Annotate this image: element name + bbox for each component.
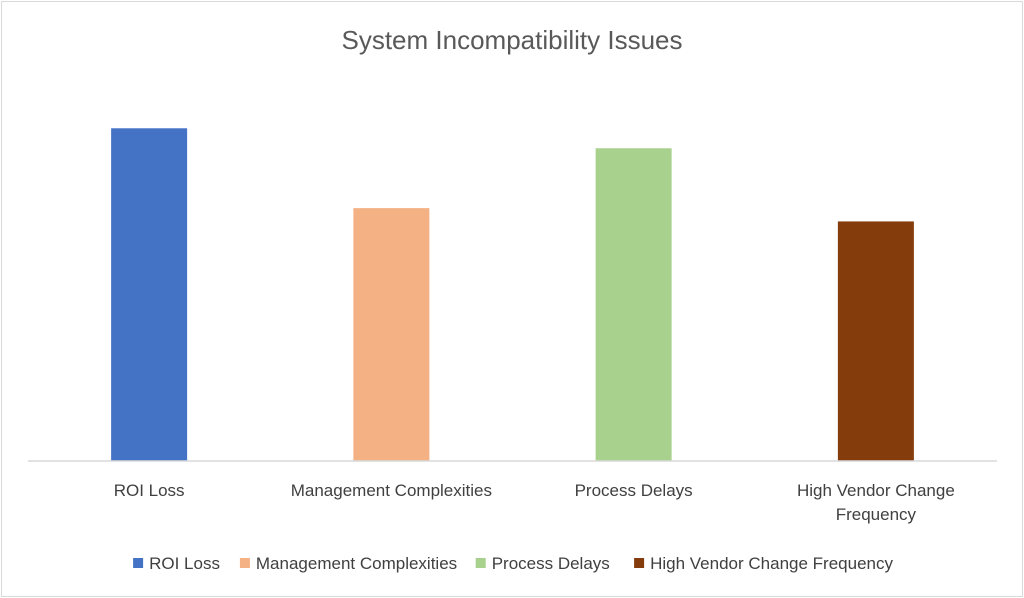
- legend-label: ROI Loss: [149, 554, 220, 573]
- legend-swatch: [239, 558, 250, 568]
- legend-label: Management Complexities: [256, 554, 457, 573]
- legend-swatch: [634, 558, 645, 568]
- x-tick-labels: ROI Loss Management Complexities Process D…: [114, 481, 955, 524]
- legend-swatch: [133, 558, 144, 568]
- legend: ROI Loss Management Complexities Process D…: [133, 554, 893, 573]
- x-tick-label: Process Delays: [575, 481, 693, 500]
- legend-label: High Vendor Change Frequency: [650, 554, 893, 573]
- legend-label: Process Delays: [492, 554, 610, 573]
- x-tick-label: High Vendor Change Frequency: [797, 481, 955, 524]
- bar-roi-loss: [111, 128, 188, 462]
- legend-swatch: [475, 558, 486, 568]
- x-tick-label: ROI Loss: [114, 481, 185, 500]
- chart-title: System Incompatibility Issues: [341, 25, 682, 55]
- bar-high-vendor-change-frequency: [837, 221, 914, 461]
- bar-process-delays: [595, 148, 672, 461]
- bar-management-complexities: [353, 208, 430, 461]
- x-tick-label: Management Complexities: [291, 481, 492, 500]
- bars-group: [111, 128, 914, 462]
